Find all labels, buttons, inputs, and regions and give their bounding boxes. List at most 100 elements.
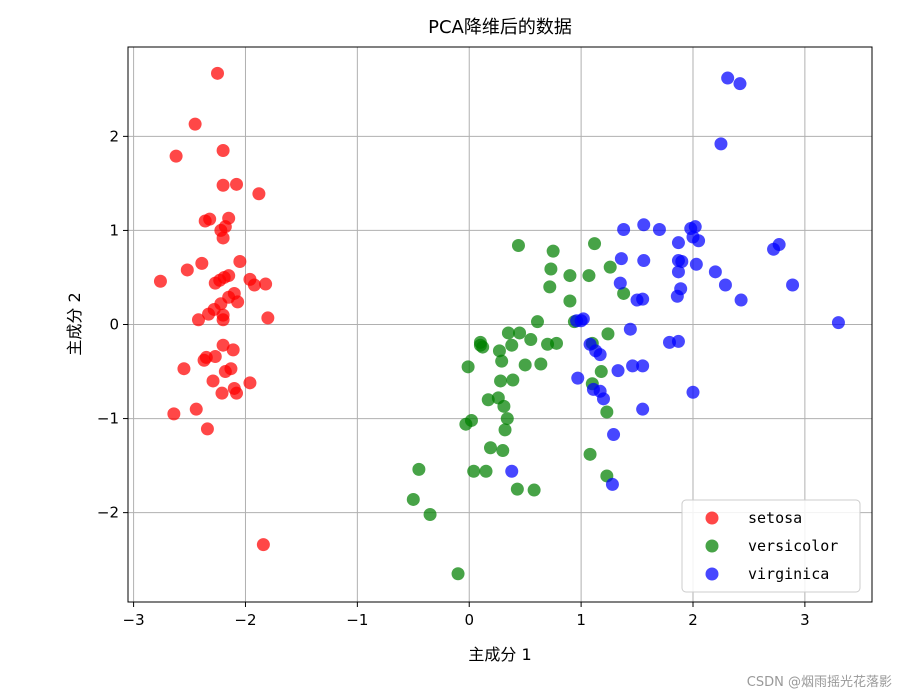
x-tick-label: 2	[688, 611, 698, 629]
versicolor-point	[467, 464, 481, 478]
setosa-point	[231, 295, 245, 309]
x-axis-label: 主成分 1	[468, 645, 531, 664]
setosa-point	[200, 422, 214, 436]
y-axis-ticks: −2 −1 0 1 2	[97, 127, 128, 522]
virginica-point	[671, 265, 685, 279]
setosa-point	[197, 353, 211, 367]
setosa-point	[203, 212, 217, 226]
virginica-point	[607, 428, 621, 442]
y-axis-label: 主成分 2	[65, 292, 84, 355]
virginica-point	[593, 348, 607, 362]
virginica-point	[675, 254, 689, 268]
virginica-point	[626, 359, 640, 373]
watermark: CSDN @烟雨摇光花落影	[746, 675, 892, 690]
virginica-point	[605, 477, 619, 491]
virginica-point	[686, 385, 700, 399]
versicolor-point	[461, 360, 475, 374]
versicolor-point	[588, 237, 602, 251]
legend: setosa versicolor virginica	[681, 499, 861, 593]
versicolor-point	[527, 483, 541, 497]
virginica-point	[636, 402, 650, 416]
x-tick-label: −2	[234, 611, 256, 629]
versicolor-point	[617, 286, 631, 300]
versicolor-point	[497, 399, 511, 413]
x-axis-ticks: −3 −2 −1 0 1 2 3	[123, 602, 810, 629]
virginica-point	[652, 222, 666, 236]
y-tick-label: 1	[109, 221, 119, 239]
versicolor-point	[494, 374, 508, 388]
virginica-point	[670, 289, 684, 303]
virginica-point	[505, 464, 519, 478]
virginica-point	[614, 252, 628, 266]
versicolor-point	[583, 447, 597, 461]
virginica-point	[637, 218, 651, 232]
setosa-point	[233, 254, 247, 268]
setosa-point	[216, 308, 230, 322]
virginica-point	[636, 292, 650, 306]
virginica-point	[734, 293, 748, 307]
setosa-point	[216, 178, 230, 192]
versicolor-point	[479, 464, 493, 478]
versicolor-point	[510, 482, 524, 496]
virginica-point	[617, 222, 631, 236]
versicolor-point	[513, 326, 527, 340]
virginica-point	[831, 316, 845, 330]
versicolor-point	[451, 567, 465, 581]
versicolor-point	[501, 326, 515, 340]
legend-box	[681, 499, 861, 593]
versicolor-point	[563, 294, 577, 308]
versicolor-point	[500, 412, 514, 426]
setosa-point	[256, 538, 270, 552]
virginica-point	[671, 236, 685, 250]
x-tick-label: 0	[464, 611, 474, 629]
versicolor-point	[464, 413, 478, 427]
x-tick-label: −1	[346, 611, 368, 629]
versicolor-point	[544, 262, 558, 276]
setosa-point	[216, 338, 230, 352]
setosa-point	[230, 386, 244, 400]
versicolor-point	[511, 238, 525, 252]
setosa-point	[215, 386, 229, 400]
versicolor-point	[476, 340, 490, 354]
virginica-point	[708, 265, 722, 279]
versicolor-point	[423, 508, 437, 522]
x-tick-label: −3	[123, 611, 145, 629]
versicolor-point	[496, 444, 510, 458]
setosa-point	[180, 263, 194, 277]
virginica-point	[692, 234, 706, 248]
versicolor-point	[524, 333, 538, 347]
setosa-point	[216, 143, 230, 157]
setosa-point	[169, 149, 183, 163]
setosa-point	[195, 256, 209, 270]
setosa-point	[226, 343, 240, 357]
versicolor-point	[549, 336, 563, 350]
virginica-point	[767, 242, 781, 256]
versicolor-point	[601, 327, 615, 341]
versicolor-point	[530, 315, 544, 329]
versicolor-point	[543, 280, 557, 294]
setosa-point	[243, 376, 257, 390]
y-tick-label: 0	[109, 316, 119, 334]
versicolor-point	[483, 441, 497, 455]
legend-label-virginica: virginica	[748, 565, 829, 583]
y-tick-label: −2	[97, 504, 119, 522]
setosa-point	[261, 311, 275, 325]
setosa-point	[259, 277, 273, 291]
versicolor-point	[594, 365, 608, 379]
versicolor-point	[406, 492, 420, 506]
virginica-point	[596, 392, 610, 406]
virginica-point	[671, 334, 685, 348]
versicolor-point	[563, 269, 577, 283]
setosa-point	[153, 274, 167, 288]
setosa-point	[208, 276, 222, 290]
legend-label-versicolor: versicolor	[748, 537, 838, 555]
versicolor-point	[506, 373, 520, 387]
virginica-point	[718, 278, 732, 292]
x-tick-label: 1	[576, 611, 586, 629]
virginica-point	[611, 364, 625, 378]
setosa-point	[202, 307, 216, 321]
virginica-point	[714, 137, 728, 151]
versicolor-point	[492, 344, 506, 358]
legend-marker-versicolor	[705, 539, 719, 553]
